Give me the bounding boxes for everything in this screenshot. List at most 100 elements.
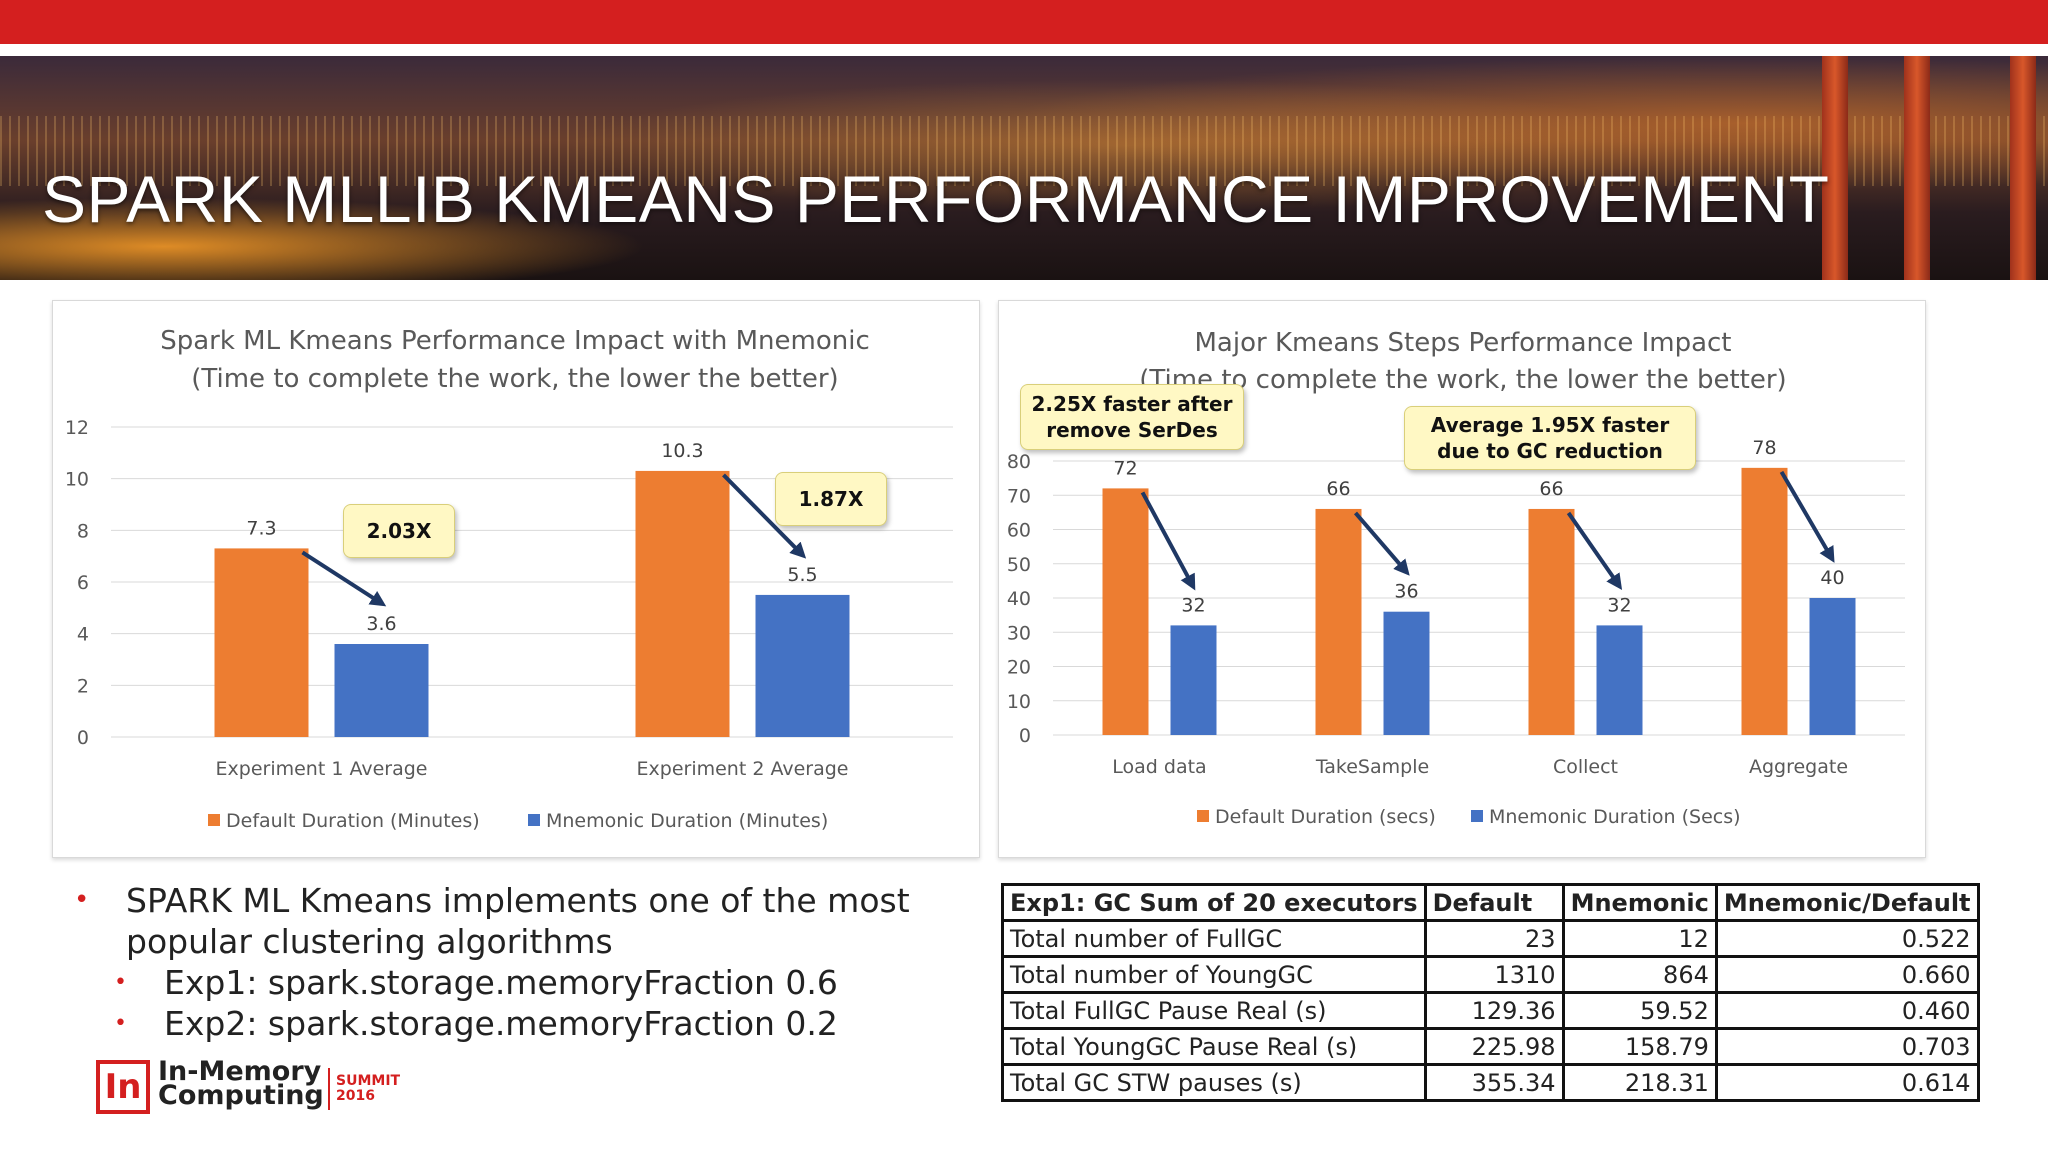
bar bbox=[1809, 598, 1856, 735]
table-row: Total FullGC Pause Real (s) 129.36 59.52… bbox=[1001, 991, 1980, 1030]
table-cell: 218.31 bbox=[1561, 1063, 1718, 1102]
bullet-text: Exp1: spark.storage.memoryFraction 0.6 bbox=[164, 963, 838, 1002]
bar bbox=[1741, 467, 1788, 735]
callout-2-03x: 2.03X bbox=[343, 504, 455, 558]
callout-text: 2.03X bbox=[366, 519, 432, 543]
table-cell: 0.460 bbox=[1714, 991, 1980, 1030]
legend-swatch bbox=[208, 814, 220, 826]
legend-swatch bbox=[528, 814, 540, 826]
callout-line: Average 1.95X faster bbox=[1430, 413, 1670, 437]
data-label: 5.5 bbox=[787, 564, 817, 586]
gc-table: Exp1: GC Sum of 20 executors Default Mne… bbox=[1001, 883, 1980, 1102]
y-tick-label: 20 bbox=[1007, 657, 1031, 679]
table-cell: 0.703 bbox=[1714, 1027, 1980, 1066]
data-label: 32 bbox=[1607, 594, 1631, 616]
chart-1-subtitle: (Time to complete the work, the lower th… bbox=[191, 364, 838, 394]
table-cell: 864 bbox=[1561, 955, 1718, 994]
legend-label: Default Duration (Minutes) bbox=[226, 810, 480, 832]
bar bbox=[1315, 508, 1362, 735]
data-label: 66 bbox=[1539, 478, 1563, 500]
x-tick-label: Experiment 1 Average bbox=[216, 758, 428, 780]
logo-line: Computing bbox=[158, 1080, 324, 1111]
bar bbox=[1102, 488, 1149, 735]
top-red-bar bbox=[0, 0, 2048, 44]
table-header: Default bbox=[1423, 883, 1565, 922]
table-cell: Total number of YoungGC bbox=[1001, 955, 1427, 994]
title-banner-image bbox=[0, 56, 2048, 280]
bar bbox=[755, 594, 850, 737]
table-cell: 129.36 bbox=[1423, 991, 1565, 1030]
y-tick-label: 10 bbox=[65, 469, 89, 491]
table-cell: 23 bbox=[1423, 919, 1565, 958]
arrow bbox=[1779, 470, 1835, 563]
arrow bbox=[722, 473, 807, 559]
bar bbox=[334, 644, 429, 737]
arrow bbox=[301, 550, 387, 607]
callout-line: 2.25X faster after bbox=[1031, 392, 1233, 416]
data-label: 66 bbox=[1326, 478, 1350, 500]
legend-swatch bbox=[1471, 810, 1483, 822]
bar bbox=[1383, 611, 1430, 735]
arrow bbox=[1566, 511, 1623, 590]
logo-name: In-Memory Computing bbox=[158, 1056, 324, 1111]
table-cell: 355.34 bbox=[1423, 1063, 1565, 1102]
data-label: 36 bbox=[1394, 581, 1418, 603]
chart-2-subtitle: (Time to complete the work, the lower th… bbox=[1139, 365, 1786, 395]
x-tick-label: Load data bbox=[1112, 756, 1206, 778]
legend-label: Mnemonic Duration (Secs) bbox=[1489, 806, 1741, 828]
table-cell: 158.79 bbox=[1561, 1027, 1718, 1066]
bar bbox=[1596, 625, 1643, 735]
x-tick-label: TakeSample bbox=[1315, 756, 1429, 778]
callout-line: due to GC reduction bbox=[1437, 439, 1663, 463]
legend-label: Mnemonic Duration (Minutes) bbox=[546, 810, 828, 832]
table-row: Total number of YoungGC 1310 864 0.660 bbox=[1001, 955, 1980, 994]
data-label: 10.3 bbox=[661, 440, 703, 462]
bullet-dot-icon: • bbox=[114, 970, 127, 995]
logo-line: In-Memory bbox=[158, 1056, 322, 1087]
table-cell: Total FullGC Pause Real (s) bbox=[1001, 991, 1427, 1030]
bar bbox=[214, 548, 309, 737]
y-tick-label: 4 bbox=[77, 624, 89, 646]
y-tick-label: 40 bbox=[1007, 588, 1031, 610]
bullet-dot-icon: • bbox=[74, 885, 90, 915]
logo-mark-icon: In bbox=[96, 1060, 150, 1114]
table-cell: 225.98 bbox=[1423, 1027, 1565, 1066]
callout-1-87x: 1.87X bbox=[775, 472, 887, 526]
table-cell: 59.52 bbox=[1561, 991, 1718, 1030]
table-cell: 0.614 bbox=[1714, 1063, 1980, 1102]
data-label: 72 bbox=[1113, 457, 1137, 479]
bullet-list: • SPARK ML Kmeans implements one of the … bbox=[74, 880, 934, 1044]
sub-bullet-item: • Exp1: spark.storage.memoryFraction 0.6 bbox=[74, 962, 934, 1003]
table-cell: 12 bbox=[1561, 919, 1718, 958]
table-header: Mnemonic bbox=[1561, 883, 1718, 922]
y-tick-label: 60 bbox=[1007, 520, 1031, 542]
logo-summit: SUMMIT 2016 bbox=[336, 1074, 400, 1104]
chart-1-title: Spark ML Kmeans Performance Impact with … bbox=[160, 326, 870, 356]
callout-gc: Average 1.95X faster due to GC reduction bbox=[1404, 406, 1696, 470]
arrow bbox=[1140, 491, 1196, 591]
bridge-pillar bbox=[1904, 56, 1930, 280]
bar bbox=[635, 470, 730, 737]
y-tick-label: 6 bbox=[77, 572, 89, 594]
bridge-pillar bbox=[2010, 56, 2036, 280]
y-tick-label: 2 bbox=[77, 675, 89, 697]
logo-summit-label: SUMMIT bbox=[336, 1073, 401, 1089]
table-header: Exp1: GC Sum of 20 executors bbox=[1001, 883, 1427, 922]
table-cell: 1310 bbox=[1423, 955, 1565, 994]
bullet-text: Exp2: spark.storage.memoryFraction 0.2 bbox=[164, 1004, 838, 1043]
x-tick-label: Collect bbox=[1553, 756, 1618, 778]
callout-line: remove SerDes bbox=[1046, 418, 1218, 442]
y-tick-label: 0 bbox=[1019, 725, 1031, 747]
y-tick-label: 8 bbox=[77, 520, 89, 542]
table-cell: Total GC STW pauses (s) bbox=[1001, 1063, 1427, 1102]
table-cell: 0.522 bbox=[1714, 919, 1980, 958]
sub-bullet-item: • Exp2: spark.storage.memoryFraction 0.2 bbox=[74, 1003, 934, 1044]
x-tick-label: Experiment 2 Average bbox=[637, 758, 849, 780]
in-memory-computing-logo: In In-Memory Computing SUMMIT 2016 bbox=[96, 1056, 416, 1120]
logo-year: 2016 bbox=[336, 1088, 375, 1104]
chart-1: Spark ML Kmeans Performance Impact with … bbox=[65, 326, 953, 832]
table-cell: Total number of FullGC bbox=[1001, 919, 1427, 958]
table-row: Total YoungGC Pause Real (s) 225.98 158.… bbox=[1001, 1027, 1980, 1066]
bullet-item: • SPARK ML Kmeans implements one of the … bbox=[74, 880, 934, 962]
city-lights bbox=[0, 116, 2048, 186]
